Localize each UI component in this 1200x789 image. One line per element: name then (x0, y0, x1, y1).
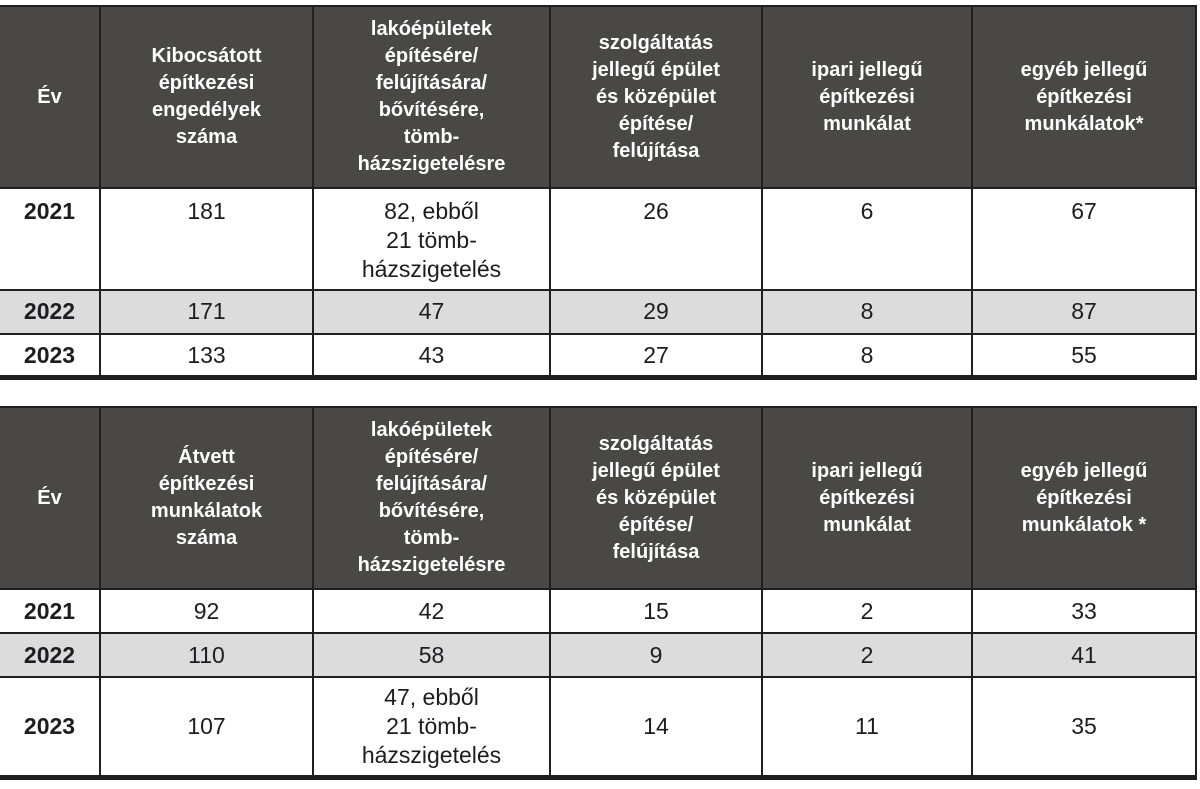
value-cell: 29 (549, 288, 763, 335)
works-received-row-2021: 2021 92 42 15 2 33 (0, 588, 1197, 635)
permits-issued-column-header-0: Év (0, 5, 101, 189)
value-cell: 47, ebből 21 tömb- házszigetelés (312, 676, 551, 779)
value-cell: 82, ebből 21 tömb- házszigetelés (312, 187, 551, 291)
permits-issued-column-header-1: Kibocsátott építkezési engedélyek száma (99, 5, 314, 189)
works-received-column-header-3: szolgáltatás jellegű épület és középület… (549, 406, 763, 591)
permits-issued-table: Év Kibocsátott építkezési engedélyek szám… (0, 5, 1197, 381)
permits-issued-column-header-4: ipari jellegű építkezési munkálat (761, 5, 973, 189)
table-gap (0, 380, 1200, 406)
value-cell: 181 (99, 187, 314, 291)
value-cell: 11 (761, 676, 973, 779)
works-received-row-2022: 2022 110 58 9 2 41 (0, 632, 1197, 679)
value-cell: 47 (312, 288, 551, 335)
year-cell: 2022 (0, 288, 101, 335)
works-received-column-header-1: Átvett építkezési munkálatok száma (99, 406, 314, 591)
value-cell: 41 (971, 632, 1197, 679)
works-received-column-header-4: ipari jellegű építkezési munkálat (761, 406, 973, 591)
value-cell: 67 (971, 187, 1197, 291)
value-cell: 6 (761, 187, 973, 291)
value-cell: 2 (761, 632, 973, 679)
value-cell: 87 (971, 288, 1197, 335)
works-received-column-header-5: egyéb jellegű építkezési munkálatok * (971, 406, 1197, 591)
value-cell: 42 (312, 588, 551, 635)
value-cell: 55 (971, 332, 1197, 379)
permits-issued-row-2023: 2023 133 43 27 8 55 (0, 332, 1197, 379)
value-cell: 92 (99, 588, 314, 635)
works-received-column-header-2: lakóépületek építésére/ felújítására/ bő… (312, 406, 551, 591)
value-cell: 33 (971, 588, 1197, 635)
year-cell: 2021 (0, 588, 101, 635)
year-cell: 2023 (0, 332, 101, 379)
value-cell: 43 (312, 332, 551, 379)
works-received-table: Év Átvett építkezési munkálatok száma lakó… (0, 406, 1197, 781)
value-cell: 2 (761, 588, 973, 635)
works-received-row-2023: 2023 107 47, ebből 21 tömb- házszigetelés 1… (0, 676, 1197, 779)
value-cell: 26 (549, 187, 763, 291)
value-cell: 8 (761, 288, 973, 335)
permits-issued-row-2022: 2022 171 47 29 8 87 (0, 288, 1197, 335)
value-cell: 9 (549, 632, 763, 679)
value-cell: 35 (971, 676, 1197, 779)
value-cell: 15 (549, 588, 763, 635)
value-cell: 110 (99, 632, 314, 679)
value-cell: 58 (312, 632, 551, 679)
works-received-column-header-0: Év (0, 406, 101, 591)
year-cell: 2023 (0, 676, 101, 779)
value-cell: 14 (549, 676, 763, 779)
permits-issued-row-2021: 2021 181 82, ebből 21 tömb- házszigetelés 2… (0, 187, 1197, 291)
value-cell: 171 (99, 288, 314, 335)
value-cell: 107 (99, 676, 314, 779)
works-received-header-row: Év Átvett építkezési munkálatok száma lakó… (0, 406, 1197, 591)
permits-issued-column-header-5: egyéb jellegű építkezési munkálatok* (971, 5, 1197, 189)
permits-issued-header-row: Év Kibocsátott építkezési engedélyek szám… (0, 5, 1197, 189)
permits-issued-column-header-3: szolgáltatás jellegű épület és középület… (549, 5, 763, 189)
value-cell: 133 (99, 332, 314, 379)
permits-issued-column-header-2: lakóépületek építésére/ felújítására/ bő… (312, 5, 551, 189)
value-cell: 8 (761, 332, 973, 379)
value-cell: 27 (549, 332, 763, 379)
year-cell: 2021 (0, 187, 101, 291)
year-cell: 2022 (0, 632, 101, 679)
